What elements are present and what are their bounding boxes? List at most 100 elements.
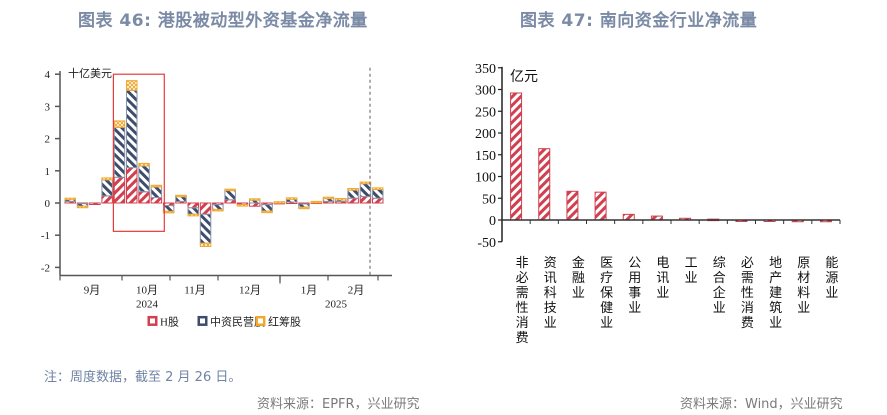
left-month-label: 2月 (348, 284, 365, 296)
left-year-label: 2025 (325, 298, 348, 310)
bar (594, 191, 607, 221)
bar-segment (236, 204, 249, 207)
right-y-tick-label: 150 (475, 149, 496, 164)
right-y-tick-label: 0 (489, 214, 496, 229)
left-y-tick-label: 2 (45, 134, 51, 146)
bar-segment (138, 191, 150, 204)
left-chart: -2 -1 0 1 2 3 4 9月 10月 11月 12月 1月 2月 2024 2025 十亿美元 H股 中资… (41, 66, 392, 328)
right-unit-label: 亿元 (510, 69, 538, 85)
bar-segment (347, 197, 359, 204)
bar-segment (212, 204, 224, 210)
bar-segment (89, 202, 101, 205)
bar-segment (372, 188, 384, 199)
bar-segment (113, 120, 126, 128)
right-category-label: 非必需性消费 (514, 256, 529, 346)
bar-segment (261, 204, 273, 212)
left-y-tick-label: 0 (45, 198, 51, 210)
bar-segment (335, 197, 347, 201)
right-category-label: 工业 (683, 256, 698, 286)
bar-segment (76, 205, 89, 209)
right-y-tick-label: 350 (475, 62, 496, 77)
legend-label: 中资民营股 (210, 314, 265, 328)
bar-segment (285, 197, 298, 200)
bar-segment (199, 242, 212, 247)
right-category-label: 综合企业 (711, 256, 726, 316)
bar-segment (126, 80, 138, 91)
bar-segment (199, 213, 212, 244)
right-category-label: 资讯科技业 (542, 256, 557, 331)
bar-segment (175, 194, 187, 198)
left-month-label: 12月 (239, 284, 261, 296)
left-month-label: 1月 (301, 284, 318, 296)
right-y-tick-label: -50 (477, 236, 496, 251)
legend-label: 红筹股 (268, 314, 301, 328)
left-chart-title: 图表 46: 港股被动型外资基金净流量 (78, 11, 368, 31)
bar-segment (310, 200, 322, 204)
bar-segment (359, 196, 372, 204)
bar-segment (212, 208, 224, 212)
bar-segment (187, 207, 199, 215)
bar-segment (187, 202, 199, 209)
bar-segment (113, 126, 126, 178)
right-y-tick-label: 250 (475, 105, 496, 120)
left-month-label: 10月 (136, 284, 158, 296)
bar-segment (322, 196, 335, 200)
right-chart-title: 图表 47: 南向资金行业净流量 (520, 11, 758, 31)
left-y-tick-label: -2 (41, 262, 50, 274)
left-y-tick-label: 1 (45, 166, 51, 178)
bar-segment (261, 210, 273, 214)
right-category-label: 电讯业 (654, 256, 669, 301)
bar-segment (359, 181, 372, 185)
bar-segment (138, 165, 150, 193)
bar-segment (126, 167, 138, 204)
bar (566, 190, 579, 221)
right-y-tick-label: 100 (475, 171, 496, 186)
bar-segment (113, 176, 126, 204)
left-source: 资料来源：EPFR，兴业研究 (257, 397, 420, 412)
left-y-tick-label: -1 (41, 230, 50, 242)
left-bars (64, 80, 384, 247)
bar-segment (372, 197, 384, 204)
bar-segment (347, 188, 359, 191)
bar-segment (249, 198, 261, 201)
right-category-label: 原材料业 (795, 256, 810, 316)
bar-segment (64, 197, 76, 201)
bar (510, 92, 523, 221)
bar-segment (224, 188, 236, 192)
left-unit-label: 十亿美元 (68, 66, 112, 80)
highlight-box (112, 73, 165, 232)
right-y-tick-label: 300 (475, 84, 496, 99)
left-year-label: 2024 (136, 298, 159, 310)
legend-label: H股 (160, 315, 179, 328)
bar-segment (126, 89, 138, 169)
right-category-label: 能源业 (823, 256, 838, 301)
bar-segment (199, 202, 212, 215)
bar (622, 213, 635, 221)
right-y-tick-label: 200 (475, 127, 496, 142)
bar-segment (162, 205, 175, 212)
left-y-tick-label: 4 (45, 69, 51, 81)
right-y-tick-label: 50 (482, 192, 496, 207)
right-category-label: 必需性消费 (739, 256, 754, 331)
bar-segment (138, 162, 150, 167)
bar-segment (150, 186, 163, 199)
right-bars (510, 92, 832, 223)
left-legend: H股 中资民营股 红筹股 (147, 314, 301, 328)
left-month-label: 11月 (184, 284, 206, 296)
right-category-label: 地产建筑业 (767, 256, 782, 331)
right-source: 资料来源：Wind，兴业研究 (680, 397, 843, 412)
bar-segment (101, 179, 113, 197)
bar-segment (224, 189, 236, 201)
bar-segment (150, 184, 163, 188)
right-category-label: 金融业 (570, 255, 585, 301)
bar-segment (273, 201, 286, 204)
right-category-label: 公用事业 (626, 256, 641, 316)
left-y-tick-label: 3 (45, 101, 51, 113)
left-month-label: 9月 (84, 284, 101, 296)
bar-segment (101, 195, 113, 204)
bar-segment (101, 177, 113, 181)
left-axes: -2 -1 0 1 2 3 4 9月 10月 11月 12月 1月 2月 2024 2025 十亿美元 H股 中资… (41, 66, 392, 328)
bar-segment (298, 206, 310, 210)
